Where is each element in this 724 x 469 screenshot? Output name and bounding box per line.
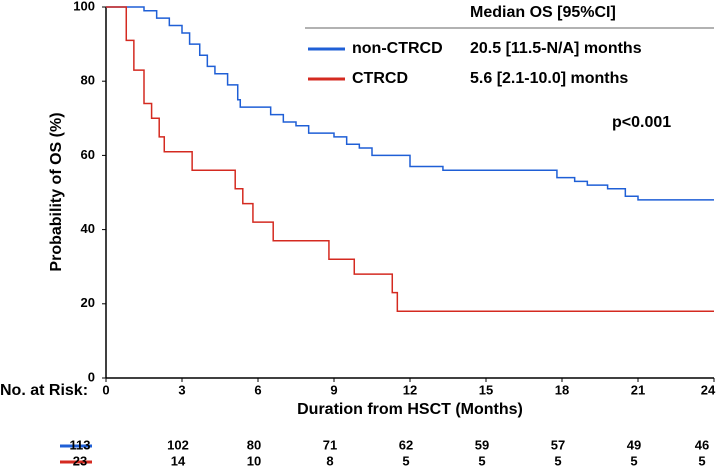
risk-count: 5 (698, 453, 705, 468)
x-tick-label: 15 (479, 382, 493, 397)
legend-title: Median OS [95%CI] (470, 4, 616, 21)
x-tick-label: 9 (330, 382, 337, 397)
survival-curve (106, 6, 714, 312)
y-tick-label: 0 (88, 369, 95, 384)
risk-count: 59 (475, 437, 489, 452)
risk-count: 57 (551, 437, 565, 452)
risk-count: 113 (70, 437, 91, 452)
risk-count: 23 (73, 453, 87, 468)
y-axis-label: Probability of OS (%) (48, 112, 65, 271)
risk-count: 46 (695, 437, 709, 452)
risk-count: 49 (627, 437, 641, 452)
risk-count: 8 (326, 453, 333, 468)
x-axis-label: Duration from HSCT (Months) (297, 401, 523, 418)
risk-count: 5 (630, 453, 637, 468)
legend-median: 5.6 [2.1-10.0] months (470, 70, 628, 87)
x-tick-label: 21 (631, 382, 645, 397)
legend-label: non-CTRCD (352, 40, 443, 57)
survival-curve (106, 6, 714, 201)
risk-count: 102 (167, 437, 189, 452)
x-tick-label: 0 (102, 382, 109, 397)
risk-count: 80 (247, 437, 261, 452)
risk-count: 5 (554, 453, 561, 468)
y-tick-label: 100 (73, 0, 95, 13)
x-tick-label: 3 (178, 382, 185, 397)
x-tick-label: 12 (403, 382, 417, 397)
x-tick-label: 24 (701, 382, 716, 397)
risk-label: No. at Risk: (0, 382, 88, 399)
risk-count: 14 (171, 453, 186, 468)
risk-count: 71 (323, 437, 337, 452)
y-tick-label: 40 (81, 221, 95, 236)
y-tick-label: 80 (81, 73, 95, 88)
risk-count: 10 (247, 453, 261, 468)
annotation: p<0.001 (612, 114, 671, 131)
y-tick-label: 20 (81, 295, 95, 310)
risk-count: 5 (402, 453, 409, 468)
legend-median: 20.5 [11.5-N/A] months (470, 40, 642, 57)
x-tick-label: 18 (555, 382, 569, 397)
legend-label: CTRCD (352, 70, 408, 87)
y-tick-label: 60 (81, 147, 95, 162)
risk-count: 5 (478, 453, 485, 468)
risk-count: 62 (399, 437, 413, 452)
x-tick-label: 6 (254, 382, 261, 397)
